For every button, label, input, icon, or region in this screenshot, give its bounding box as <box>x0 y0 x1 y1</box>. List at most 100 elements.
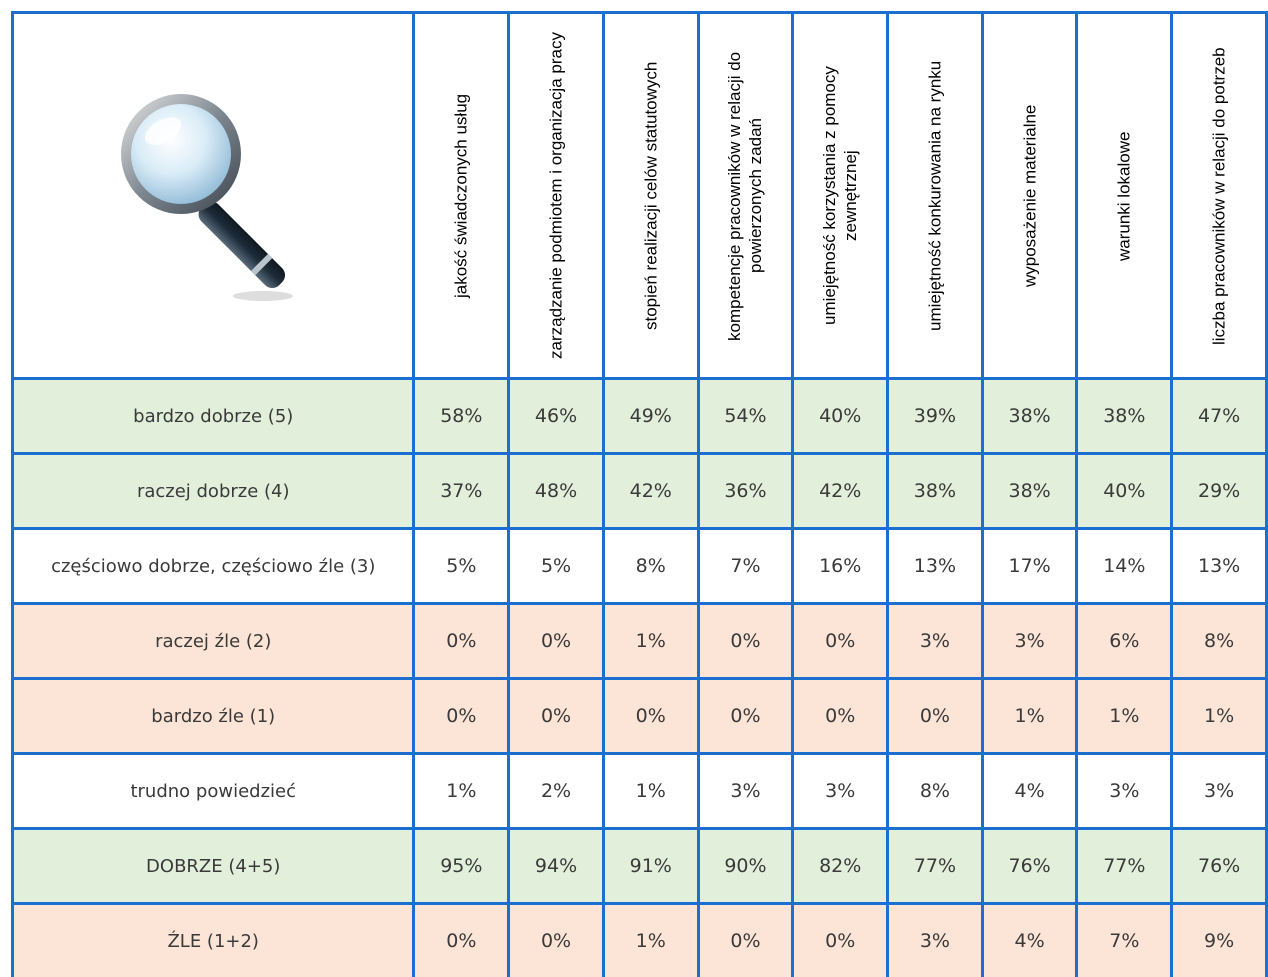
cell-value: 5% <box>412 527 511 605</box>
column-header-text: wyposażenie materialne <box>1020 104 1040 287</box>
data-row: DOBRZE (4+5) 95% 94% 91% 90% 82% 77% 76% 77% 76% <box>10 827 1268 905</box>
column-header: zarządzanie podmiotem i organizacja prac… <box>507 11 605 380</box>
column-header: stopień realizacji celów statutowych <box>601 11 700 380</box>
header-row: jakość świadczonych usług zarządzanie pod… <box>10 11 1268 380</box>
cell-value: 47% <box>1170 377 1268 455</box>
cell-value: 3% <box>886 902 984 977</box>
results-table: jakość świadczonych usług zarządzanie pod… <box>10 11 1268 977</box>
row-label: ŹLE (1+2) <box>10 902 416 977</box>
cell-value: 4% <box>980 902 1079 977</box>
cell-value: 58% <box>412 377 511 455</box>
magnifier-icon <box>121 93 294 301</box>
cell-value: 36% <box>696 452 795 530</box>
cell-value: 54% <box>696 377 795 455</box>
data-row: bardzo dobrze (5) 58% 46% 49% 54% 40% 39% 38% 38… <box>10 377 1268 455</box>
cell-value: 13% <box>886 527 984 605</box>
column-header: jakość świadczonych usług <box>412 11 511 380</box>
cell-value: 0% <box>886 677 984 755</box>
cell-value: 0% <box>507 602 605 680</box>
cell-value: 0% <box>696 677 795 755</box>
cell-value: 17% <box>980 527 1079 605</box>
cell-value: 1% <box>412 752 511 830</box>
column-header-text: umiejętność konkurowania na rynku <box>925 60 945 331</box>
column-header-text: stopień realizacji celów statutowych <box>641 61 661 330</box>
cell-value: 0% <box>507 902 605 977</box>
cell-value: 29% <box>1170 452 1268 530</box>
cell-value: 82% <box>791 827 890 905</box>
cell-value: 40% <box>1075 452 1174 530</box>
row-label: częściowo dobrze, częściowo źle (3) <box>10 527 416 605</box>
column-header-text: warunki lokalowe <box>1114 130 1134 261</box>
cell-value: 2% <box>507 752 605 830</box>
data-row: raczej dobrze (4) 37% 48% 42% 36% 42% 38% 38% 40… <box>10 452 1268 530</box>
cell-value: 0% <box>412 902 511 977</box>
cell-value: 0% <box>412 677 511 755</box>
corner-cell <box>10 11 416 380</box>
column-header: umiejętność konkurowania na rynku <box>886 11 984 380</box>
cell-value: 1% <box>1075 677 1174 755</box>
data-row: bardzo źle (1) 0% 0% 0% 0% 0% 0% 1% 1% 1% <box>10 677 1268 755</box>
cell-value: 91% <box>601 827 700 905</box>
cell-value: 3% <box>696 752 795 830</box>
row-label: trudno powiedzieć <box>10 752 416 830</box>
data-row: ŹLE (1+2) 0% 0% 1% 0% 0% 3% 4% 7% 9% <box>10 902 1268 977</box>
row-label: bardzo dobrze (5) <box>10 377 416 455</box>
column-header: wyposażenie materialne <box>980 11 1079 380</box>
column-header: warunki lokalowe <box>1075 11 1174 380</box>
cell-value: 42% <box>791 452 890 530</box>
cell-value: 0% <box>412 602 511 680</box>
cell-value: 5% <box>507 527 605 605</box>
cell-value: 1% <box>1170 677 1268 755</box>
cell-value: 8% <box>886 752 984 830</box>
cell-value: 0% <box>696 602 795 680</box>
column-header-text: jakość świadczonych usług <box>451 93 471 298</box>
data-row: raczej źle (2) 0% 0% 1% 0% 0% 3% 3% 6% 8% <box>10 602 1268 680</box>
cell-value: 38% <box>980 377 1079 455</box>
cell-value: 6% <box>1075 602 1174 680</box>
cell-value: 3% <box>1170 752 1268 830</box>
cell-value: 40% <box>791 377 890 455</box>
column-header-text: liczba pracowników w relacji do potrzeb <box>1209 46 1229 345</box>
cell-value: 77% <box>886 827 984 905</box>
cell-value: 13% <box>1170 527 1268 605</box>
cell-value: 94% <box>507 827 605 905</box>
cell-value: 46% <box>507 377 605 455</box>
cell-value: 38% <box>886 452 984 530</box>
data-row: trudno powiedzieć 1% 2% 1% 3% 3% 8% 4% 3% 3% <box>10 752 1268 830</box>
data-row: częściowo dobrze, częściowo źle (3) 5% 5% 8… <box>10 527 1268 605</box>
cell-value: 0% <box>601 677 700 755</box>
cell-value: 1% <box>601 602 700 680</box>
cell-value: 9% <box>1170 902 1268 977</box>
cell-value: 49% <box>601 377 700 455</box>
cell-value: 14% <box>1075 527 1174 605</box>
cell-value: 0% <box>791 902 890 977</box>
column-header-text: kompetencje pracowników w relacji do pow… <box>725 50 766 341</box>
cell-value: 95% <box>412 827 511 905</box>
cell-value: 1% <box>601 902 700 977</box>
cell-value: 76% <box>980 827 1079 905</box>
cell-value: 39% <box>886 377 984 455</box>
column-header: kompetencje pracowników w relacji do pow… <box>696 11 795 380</box>
cell-value: 38% <box>980 452 1079 530</box>
cell-value: 42% <box>601 452 700 530</box>
row-label: DOBRZE (4+5) <box>10 827 416 905</box>
cell-value: 3% <box>980 602 1079 680</box>
cell-value: 1% <box>601 752 700 830</box>
cell-value: 4% <box>980 752 1079 830</box>
cell-value: 77% <box>1075 827 1174 905</box>
column-header: liczba pracowników w relacji do potrzeb <box>1170 11 1268 380</box>
cell-value: 7% <box>1075 902 1174 977</box>
cell-value: 8% <box>1170 602 1268 680</box>
cell-value: 16% <box>791 527 890 605</box>
cell-value: 76% <box>1170 827 1268 905</box>
column-header-text: zarządzanie podmiotem i organizacja prac… <box>546 32 566 359</box>
cell-value: 0% <box>696 902 795 977</box>
cell-value: 0% <box>791 677 890 755</box>
cell-value: 0% <box>507 677 605 755</box>
row-label: bardzo źle (1) <box>10 677 416 755</box>
row-label: raczej dobrze (4) <box>10 452 416 530</box>
cell-value: 37% <box>412 452 511 530</box>
row-label: raczej źle (2) <box>10 602 416 680</box>
cell-value: 3% <box>791 752 890 830</box>
